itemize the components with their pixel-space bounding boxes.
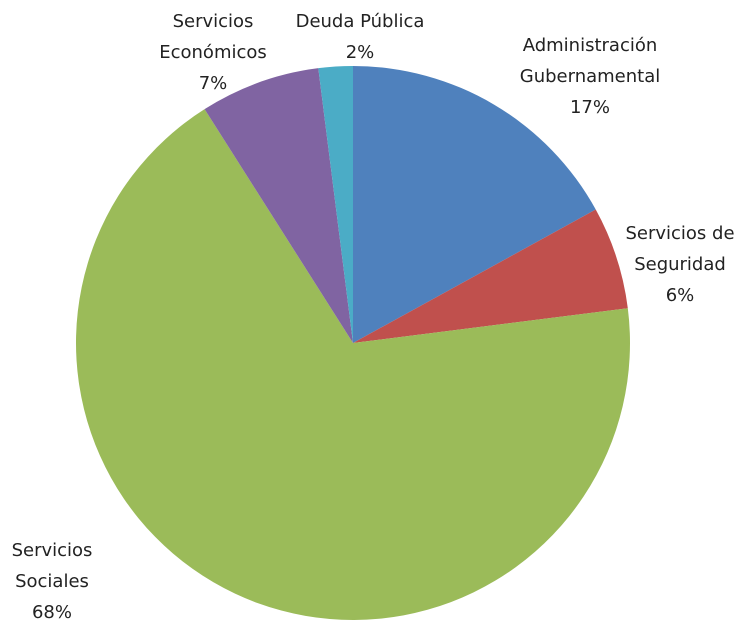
pie-slice	[353, 66, 596, 343]
category-label: Administración Gubernamental	[519, 35, 661, 87]
slice-label: Deuda Pública 2%	[260, 6, 460, 68]
slice-label: Administración Gubernamental 17%	[505, 30, 675, 123]
category-label: Servicios Sociales	[11, 540, 93, 592]
slice-label: Servicios de Seguridad 6%	[605, 218, 751, 311]
pie-slice	[318, 66, 353, 343]
slice-label: Servicios Económicos 7%	[148, 6, 278, 99]
value-label: 68%	[31, 602, 72, 622]
value-label: 2%	[345, 42, 375, 63]
category-label: Deuda Pública	[295, 11, 425, 32]
pie-slice	[353, 209, 628, 343]
category-label: Servicios de Seguridad	[625, 223, 735, 275]
value-label: 17%	[569, 97, 610, 118]
category-label: Servicios Económicos	[159, 11, 267, 63]
pie-slice	[76, 109, 630, 621]
value-label: 6%	[665, 285, 695, 306]
value-label: 7%	[198, 73, 228, 94]
slice-label: Servicios Sociales 68%	[2, 535, 102, 622]
pie-slice	[204, 68, 353, 343]
